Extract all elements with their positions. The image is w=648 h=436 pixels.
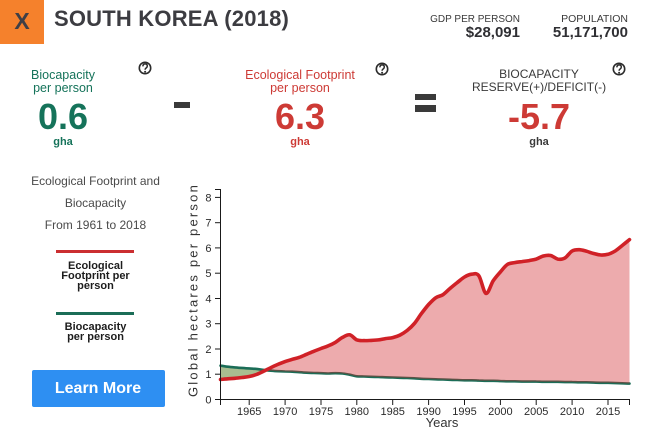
svg-text:5: 5 [205,268,211,280]
svg-text:1965: 1965 [237,406,261,418]
svg-text:7: 7 [205,218,211,230]
svg-text:0: 0 [205,394,211,406]
svg-text:2005: 2005 [524,406,548,418]
svg-text:4: 4 [205,293,211,305]
svg-text:2015: 2015 [596,406,620,418]
svg-text:1995: 1995 [452,406,476,418]
svg-text:1985: 1985 [380,406,404,418]
svg-text:3: 3 [205,319,211,331]
svg-text:8: 8 [205,192,211,204]
svg-text:1: 1 [205,369,211,381]
svg-text:1990: 1990 [416,406,440,418]
svg-text:2000: 2000 [488,406,512,418]
svg-text:2010: 2010 [560,406,584,418]
svg-text:2: 2 [205,344,211,356]
svg-text:1975: 1975 [309,406,333,418]
svg-text:6: 6 [205,243,211,255]
svg-text:Years: Years [426,415,459,430]
svg-text:1970: 1970 [273,406,297,418]
svg-text:Global hectares per person: Global hectares per person [186,183,201,397]
svg-text:1980: 1980 [345,406,369,418]
